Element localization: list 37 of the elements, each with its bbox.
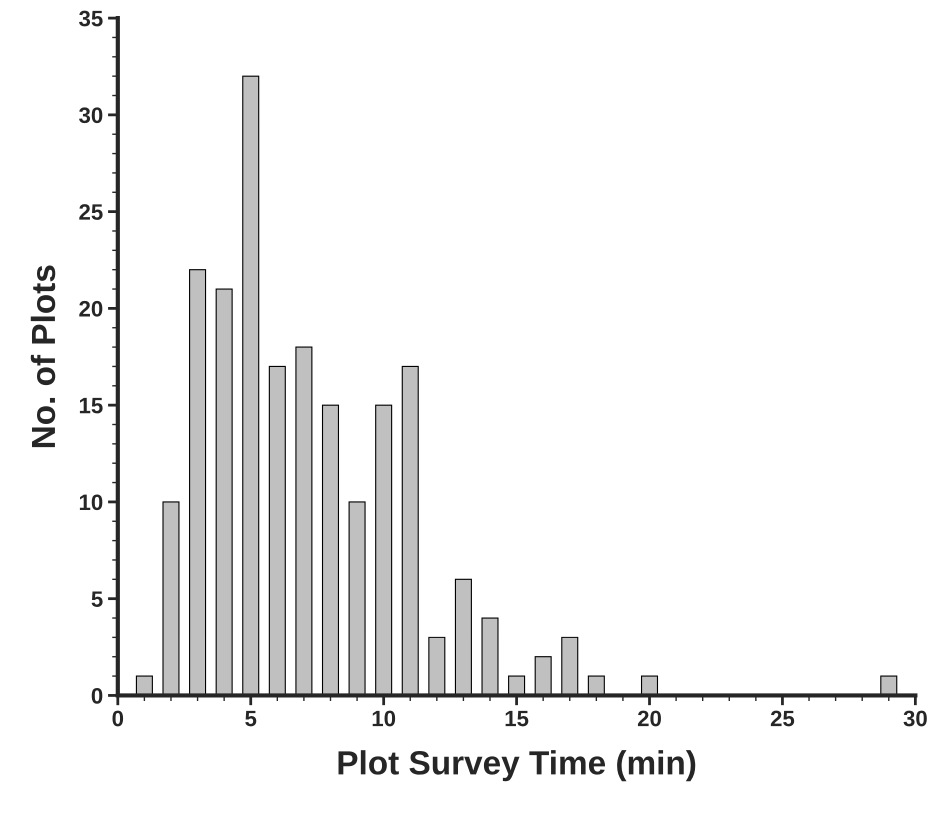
x-tick-label: 30 xyxy=(904,710,927,726)
bar xyxy=(295,346,312,696)
x-tick-label: 20 xyxy=(638,710,661,726)
bar xyxy=(216,288,233,696)
bar xyxy=(454,578,472,696)
x-tick-label: 10 xyxy=(372,710,396,726)
y-tick-label: 20 xyxy=(79,300,102,317)
y-tick-label: 5 xyxy=(92,591,103,607)
bar xyxy=(322,404,340,696)
x-tick-label: 0 xyxy=(112,710,124,726)
bar xyxy=(375,404,392,696)
y-tick-label: 10 xyxy=(80,494,102,510)
bar xyxy=(428,636,446,696)
bar xyxy=(880,676,898,696)
y-tick-label: 35 xyxy=(79,10,103,26)
y-tick-label: 0 xyxy=(92,688,102,704)
bar xyxy=(268,366,286,696)
bar xyxy=(561,636,578,696)
bar xyxy=(189,269,206,696)
y-tick-label: 30 xyxy=(79,107,102,124)
y-axis-title: No. of Plots xyxy=(30,266,56,448)
bar xyxy=(588,676,605,696)
bar xyxy=(162,501,180,696)
x-tick-label: 5 xyxy=(245,710,256,726)
bar xyxy=(348,501,366,696)
bar xyxy=(534,656,552,696)
y-tick-label: 15 xyxy=(80,398,103,414)
x-tick-label: 25 xyxy=(770,710,794,726)
bar xyxy=(508,676,526,696)
bar xyxy=(640,676,658,696)
x-axis-title: Plot Survey Time (min) xyxy=(338,750,696,782)
x-tick-label: 15 xyxy=(506,710,528,726)
bar xyxy=(402,366,419,696)
bar xyxy=(136,676,153,696)
bar xyxy=(242,76,260,696)
y-tick-label: 25 xyxy=(79,204,103,220)
bar xyxy=(481,617,499,696)
